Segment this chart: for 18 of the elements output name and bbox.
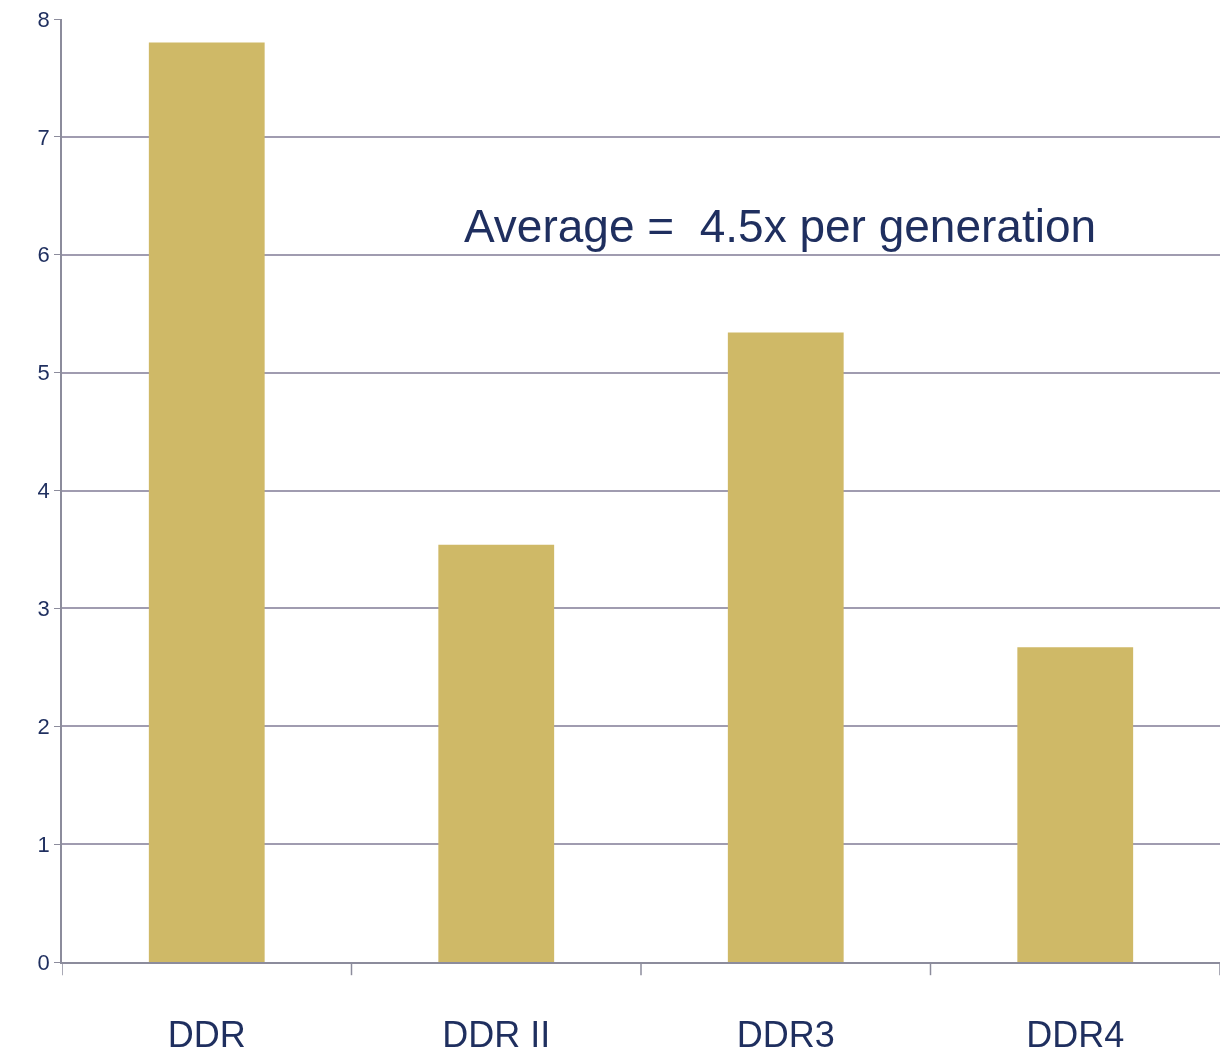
- y-tick-label: 3: [37, 596, 50, 622]
- y-tick-label: 1: [37, 831, 50, 857]
- bar: [727, 332, 844, 962]
- y-tick-label: 0: [37, 949, 50, 975]
- annotation: Average = 4.5x per generation: [464, 200, 1097, 252]
- x-tick-label: DDR3: [736, 1013, 835, 1055]
- y-tick-label: 4: [37, 478, 50, 504]
- x-tick-label: DDR4: [1026, 1013, 1125, 1055]
- y-tick-label: 8: [37, 6, 50, 32]
- y-tick-label: 2: [37, 713, 50, 739]
- y-tick-label: 7: [37, 124, 50, 150]
- bar: [438, 544, 555, 962]
- y-tick-label: 6: [37, 242, 50, 268]
- x-tick-label: DDR: [167, 1013, 246, 1055]
- y-tick-label: 5: [37, 360, 50, 386]
- bar: [148, 42, 265, 962]
- x-tick-label: DDR II: [442, 1013, 551, 1055]
- bar: [1017, 647, 1134, 962]
